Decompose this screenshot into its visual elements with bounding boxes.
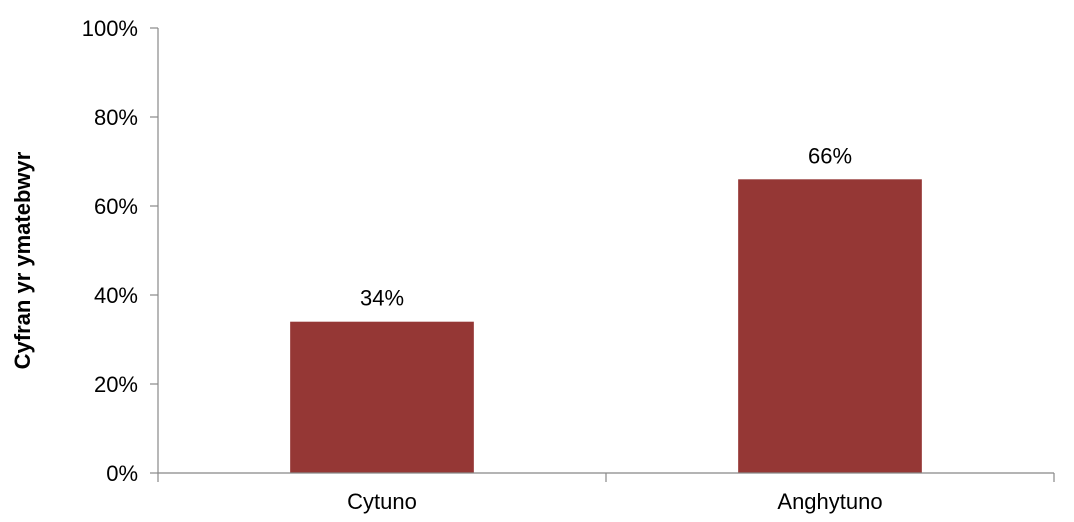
y-axis-ticks: 0% 20% 40% 60% 80% 100% [82, 16, 158, 486]
y-tick-label: 100% [82, 16, 138, 41]
y-tick-label: 0% [106, 461, 138, 486]
bars: 34% 66% [290, 143, 922, 474]
data-label: 66% [808, 143, 852, 168]
bar-anghytuno [738, 179, 922, 474]
data-label: 34% [360, 286, 404, 311]
y-tick-label: 40% [94, 283, 138, 308]
y-tick-label: 80% [94, 105, 138, 130]
y-axis-title: Cyfran yr ymatebwyr [10, 151, 35, 369]
bar-cytuno [290, 321, 474, 473]
x-tick-label: Cytuno [347, 489, 417, 514]
x-tick-label: Anghytuno [777, 489, 882, 514]
x-axis-ticks: Cytuno Anghytuno [157, 473, 1055, 514]
y-tick-label: 20% [94, 372, 138, 397]
y-tick-label: 60% [94, 194, 138, 219]
